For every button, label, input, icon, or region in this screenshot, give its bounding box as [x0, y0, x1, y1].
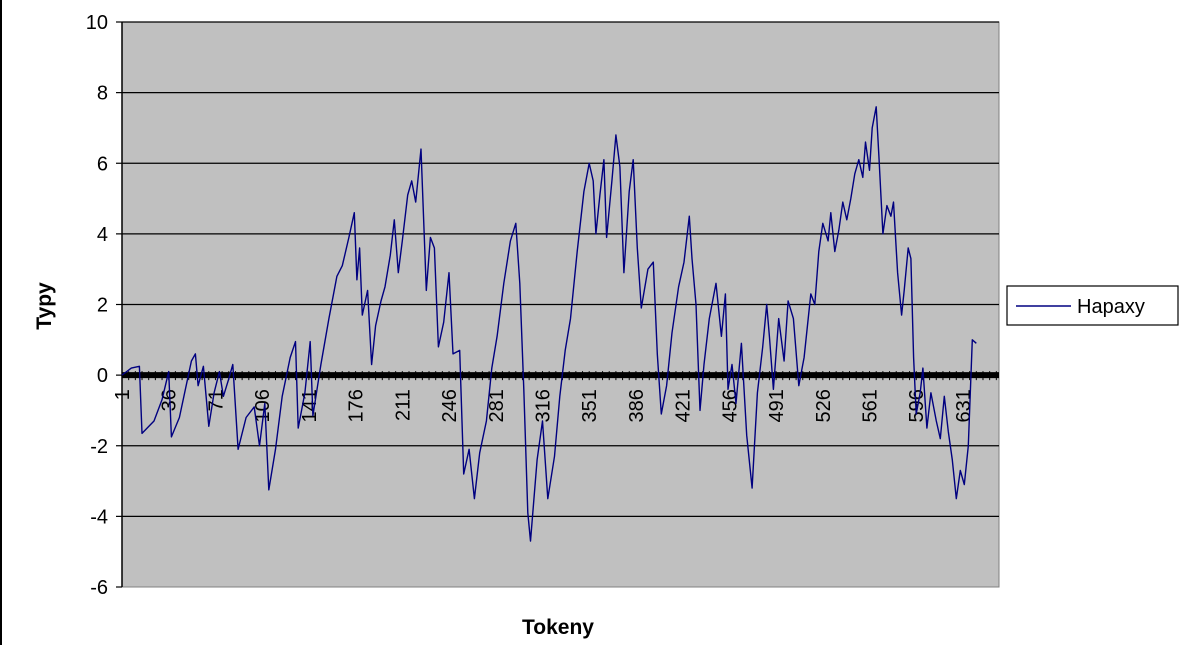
x-tick-label: 561	[860, 389, 882, 422]
x-axis-title: Tokeny	[522, 616, 594, 639]
y-tick-label: -2	[90, 436, 108, 458]
x-tick-label: 421	[673, 389, 695, 422]
x-tick-label: 246	[439, 389, 461, 422]
x-tick-label: 526	[813, 389, 835, 422]
x-tick-label: 386	[626, 389, 648, 422]
x-tick-label: 176	[346, 389, 368, 422]
x-tick-label: 316	[532, 389, 554, 422]
y-tick-label: 10	[86, 12, 108, 34]
y-tick-label: 4	[97, 224, 108, 246]
y-tick-label: 0	[97, 365, 108, 387]
x-tick-label: 631	[953, 389, 975, 422]
x-tick-label: 351	[579, 389, 601, 422]
x-axis-ticks: 1 36 71 106 141 176 211 246 281 316 351 386 421 456 49…	[112, 389, 975, 422]
x-tick-label: 106	[252, 389, 274, 422]
x-tick-label: 71	[205, 389, 227, 411]
series-line-hapaxy	[121, 106, 977, 542]
series-group	[121, 106, 977, 542]
y-tick-label: 8	[97, 83, 108, 105]
x-tick-label: 281	[486, 389, 508, 422]
gridlines	[122, 21, 999, 517]
y-tick-label: -4	[90, 506, 108, 528]
x-tick-label: 456	[719, 389, 741, 422]
legend-label-hapaxy: Hapaxy	[1077, 296, 1145, 318]
y-tick-label: 6	[97, 153, 108, 175]
y-tick-label: 2	[97, 295, 108, 317]
y-axis-title: Typy	[33, 282, 56, 330]
x-tick-label: 211	[392, 389, 414, 421]
y-axis-ticks: -6 -4 -2 0 2 4 6 8 10	[86, 12, 122, 599]
left-frame-border	[0, 0, 2, 645]
x-tick-label: 1	[112, 389, 134, 400]
x-tick-label: 491	[766, 389, 788, 422]
legend: Hapaxy	[1006, 285, 1179, 326]
y-tick-label: -6	[90, 577, 108, 599]
